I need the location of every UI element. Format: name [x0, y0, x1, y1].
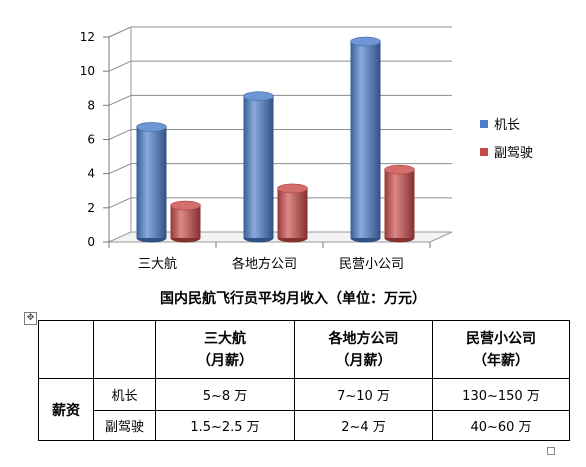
bar-民营小公司-副驾驶: [384, 164, 415, 243]
bar-top: [384, 164, 415, 175]
bar-top: [350, 36, 381, 47]
table-header-cell: 各地方公司 （月薪）: [294, 320, 433, 379]
bar-body: [384, 169, 415, 238]
y-tick-label: 0: [87, 235, 95, 249]
x-tick-label: 各地方公司: [232, 256, 297, 272]
bar-top: [170, 200, 201, 211]
move-handle-icon[interactable]: ✥: [24, 312, 37, 325]
gridline: [108, 197, 452, 209]
header-unit: （年薪）: [473, 352, 529, 369]
resize-handle[interactable]: [547, 447, 555, 455]
y-tick-label: 8: [87, 98, 95, 112]
table-header-cell: 三大航 （月薪）: [155, 320, 295, 379]
row-label-cell: 机长: [93, 378, 156, 411]
table-cell: 40~60 万: [432, 410, 570, 441]
header-unit: （月薪）: [335, 352, 392, 369]
bar-top: [136, 122, 167, 132]
gridline: [108, 163, 452, 175]
chart-bars: [136, 36, 415, 243]
table-corner-cell: [38, 320, 94, 379]
bar-body: [170, 205, 201, 238]
bar-body: [277, 188, 308, 238]
header-name: 三大航: [204, 330, 246, 347]
bar-body: [136, 126, 167, 238]
legend-label: 机长: [494, 118, 520, 133]
table-cell: 7~10 万: [294, 378, 433, 411]
table-header-cell: 民营小公司 （年薪）: [432, 320, 570, 379]
table-row: 薪资 机长 5~8 万 7~10 万 130~150 万: [38, 378, 570, 441]
table-cell: 5~8 万: [155, 378, 295, 411]
bar-body: [350, 41, 381, 238]
gridline: [108, 60, 452, 72]
y-tick-label: 12: [80, 30, 95, 44]
gridline: [108, 26, 452, 38]
table-cell: 2~4 万: [294, 410, 433, 441]
legend-label: 副驾驶: [494, 146, 533, 161]
x-tick-label: 民营小公司: [339, 257, 404, 272]
bar-各地方公司-副驾驶: [277, 183, 308, 243]
y-tick-label: 6: [87, 133, 95, 147]
header-name: 民营小公司: [466, 330, 536, 347]
bar-三大航-机长: [136, 122, 167, 243]
bar-各地方公司-机长: [243, 91, 274, 243]
header-name: 各地方公司: [328, 330, 399, 347]
y-tick-label: 4: [87, 167, 95, 181]
gridline: [108, 129, 452, 140]
chart-caption: 国内民航飞行员平均月收入（单位：万元）: [160, 291, 426, 307]
header-unit: （月薪）: [197, 352, 253, 369]
bar-body: [243, 96, 274, 238]
bar-民营小公司-机长: [350, 36, 381, 243]
gridline: [108, 94, 452, 106]
table-header-row: 三大航 （月薪） 各地方公司 （月薪） 民营小公司 （年薪）: [38, 320, 570, 379]
salary-table: 三大航 （月薪） 各地方公司 （月薪） 民营小公司 （年薪） 薪资 机长 5~8…: [38, 320, 570, 441]
table-row: 副驾驶 1.5~2.5 万 2~4 万 40~60 万: [39, 410, 570, 441]
row-label-cell: 副驾驶: [93, 410, 156, 441]
legend-swatch: [480, 120, 488, 128]
table-cell: 130~150 万: [432, 378, 570, 411]
bar-top: [243, 91, 274, 102]
table-cell: 1.5~2.5 万: [155, 410, 295, 441]
bar-三大航-副驾驶: [170, 200, 201, 243]
table-corner-cell: [93, 320, 156, 379]
legend-swatch: [480, 148, 488, 156]
y-tick-label: 2: [87, 201, 95, 215]
x-tick-label: 三大航: [138, 256, 177, 272]
bar-top: [277, 183, 308, 194]
y-tick-label: 10: [80, 64, 95, 78]
chart-axes: 0 2 4 6 8 10 12 三大航 各地方公司 民营小公司: [80, 30, 431, 272]
group-label-cell: 薪资: [38, 378, 94, 441]
